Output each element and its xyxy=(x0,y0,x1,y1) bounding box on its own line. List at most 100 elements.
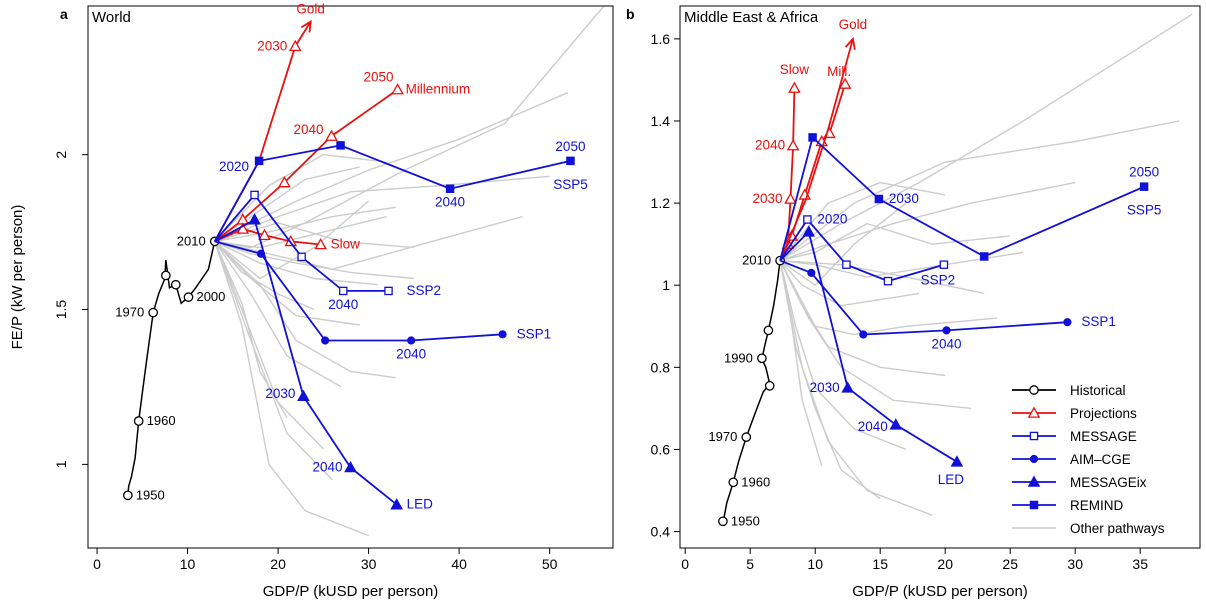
panel-b: 0 5 10 15 20 25 30 35 0.4 0.6 0.8 1 1.2 1.4 1.6 GDP/P (… xyxy=(626,5,1201,600)
other-pathway-line xyxy=(779,260,920,307)
series-millennium: 2040 2050 Millennium xyxy=(214,70,471,243)
arrow-head xyxy=(300,19,312,33)
year-label: 2030 xyxy=(889,191,919,206)
legend-label: Historical xyxy=(1070,383,1126,398)
series-marker xyxy=(314,237,327,250)
x-tick-label: 35 xyxy=(1132,556,1148,572)
panel-title: Middle East & Africa xyxy=(684,9,819,26)
series-marker xyxy=(788,81,801,93)
historical-marker xyxy=(122,490,133,501)
series-marker xyxy=(284,234,298,247)
year-label: 2030 xyxy=(257,38,287,53)
year-label: 2030 xyxy=(752,191,782,206)
other-pathway-line xyxy=(214,241,288,419)
historical-year-label: 1970 xyxy=(115,305,144,320)
legend-marker xyxy=(1029,385,1039,395)
other-pathway-line xyxy=(214,240,360,326)
x-tick-label: 30 xyxy=(1067,556,1083,572)
series-name-label: LED xyxy=(407,497,434,512)
series-marker xyxy=(384,286,393,296)
series-marker xyxy=(838,77,852,89)
historical-year-label: 1950 xyxy=(731,513,760,528)
other-pathway-line xyxy=(780,251,1024,278)
legend-label: Other pathways xyxy=(1070,521,1165,536)
series-marker xyxy=(248,213,261,225)
x-tick-label: 20 xyxy=(937,556,953,572)
historical-marker xyxy=(160,270,171,281)
historical-marker xyxy=(183,292,194,302)
series-led: 2030 2040 LED xyxy=(214,213,434,512)
year-label: 2040 xyxy=(396,346,426,361)
year-label: 2040 xyxy=(858,419,888,434)
historical-year-label: 2000 xyxy=(196,289,225,304)
other-pathways xyxy=(779,13,1193,516)
x-axis-label: GDP/P (kUSD per person) xyxy=(852,583,1028,600)
arrow-head xyxy=(844,36,856,50)
historical-marker xyxy=(757,353,767,364)
x-tick-label: 10 xyxy=(807,556,823,572)
series-marker xyxy=(391,83,404,95)
series-marker xyxy=(344,460,357,473)
other-pathway-line xyxy=(779,120,1180,262)
y-axis-label: FE/P (kW per person) xyxy=(9,205,26,350)
historical-marker xyxy=(170,279,181,290)
historical-year-label: 1960 xyxy=(147,413,176,428)
other-pathway-line xyxy=(779,181,946,262)
other-pathway-line xyxy=(214,5,605,249)
historical-series: 1950 1960 1970 2000 2010 xyxy=(115,233,225,502)
year-label: 2040 xyxy=(931,336,961,351)
year-label: 2050 xyxy=(364,70,394,85)
y-tick-label: 1 xyxy=(53,460,69,468)
series-marker xyxy=(786,139,800,151)
series-marker xyxy=(566,156,575,166)
historical-year-label: 1970 xyxy=(708,429,737,444)
series-name-label: SSP1 xyxy=(517,326,552,341)
y-tick-label: 1.4 xyxy=(651,113,671,129)
series-marker xyxy=(254,156,264,166)
series-name-label: Gold xyxy=(839,17,868,32)
x-tick-label: 40 xyxy=(451,556,467,572)
historical-marker xyxy=(718,516,728,527)
series-marker xyxy=(258,228,271,240)
historical-year-label: 1990 xyxy=(724,350,753,365)
series-ssp5: 2020 2040 2050 SSP5 xyxy=(213,139,588,242)
historical-marker xyxy=(764,380,775,391)
series-marker xyxy=(321,336,330,345)
panel-letter: a xyxy=(60,6,68,22)
other-pathway-line xyxy=(214,241,333,481)
y-tick-label: 1.6 xyxy=(651,31,671,47)
series-marker xyxy=(808,133,817,142)
other-pathway-line xyxy=(779,260,933,516)
series-name-label: Millennium xyxy=(406,82,471,97)
other-pathway-line xyxy=(214,215,523,271)
series-name-label: Gold xyxy=(296,1,325,16)
y-tick-label: 2 xyxy=(53,151,69,159)
series-gold: Gold xyxy=(779,17,868,261)
series-name-label: LED xyxy=(938,472,965,487)
other-pathway-line xyxy=(779,260,907,451)
series-marker xyxy=(339,286,348,296)
other-pathway-line xyxy=(214,241,369,537)
series-marker xyxy=(288,39,302,52)
series-marker xyxy=(842,260,851,269)
series-marker xyxy=(784,192,797,204)
series-marker xyxy=(859,330,868,339)
other-pathway-line xyxy=(214,241,324,450)
series-name-label: SSP5 xyxy=(1127,203,1162,218)
other-pathway-line xyxy=(779,181,1076,262)
y-tick-label: 0.4 xyxy=(651,524,671,540)
x-tick-label: 25 xyxy=(1002,556,1018,572)
historical-series: 1950 1960 1970 1990 2010 xyxy=(708,253,785,528)
series-marker xyxy=(889,418,903,430)
other-pathway-line xyxy=(214,240,378,286)
year-label: 2040 xyxy=(435,195,465,210)
legend-marker xyxy=(1029,431,1039,441)
other-pathway-line xyxy=(779,260,998,336)
series-ssp5: 2030 2050 SSP5 xyxy=(779,133,1162,261)
legend-label: MESSAGE xyxy=(1070,429,1137,444)
series-marker xyxy=(942,326,951,335)
panel-letter: b xyxy=(626,6,635,22)
historical-marker xyxy=(741,432,752,442)
series-ssp1: 2040 SSP1 xyxy=(779,259,1116,351)
